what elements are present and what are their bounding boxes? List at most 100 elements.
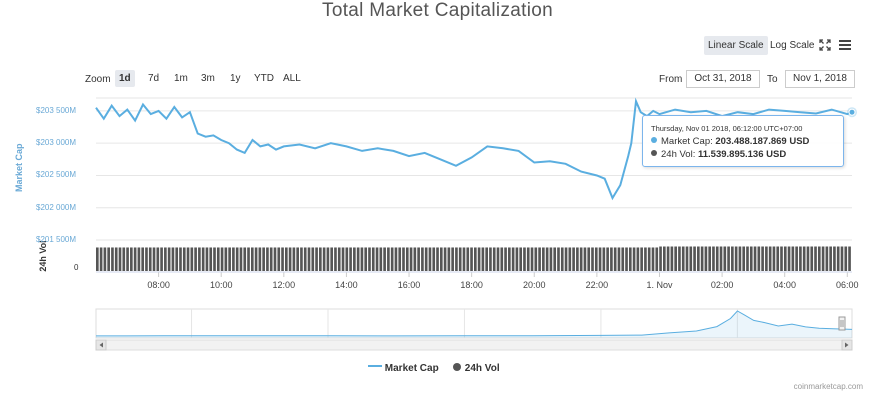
volume-bar [315,247,318,271]
x-tick-label: 02:00 [710,280,734,290]
volume-bar [247,247,250,271]
volume-bar [152,247,156,271]
volume-bar [447,247,451,271]
volume-bar [515,247,519,271]
volume-bar [829,246,832,271]
legend-item-market-cap[interactable]: Market Cap [368,362,439,374]
volume-bar [663,246,666,271]
legend-market-cap-label: Market Cap [384,363,439,374]
scrollbar-track[interactable] [95,339,853,351]
volume-bar [160,247,163,271]
zoom-button-all[interactable]: ALL [283,73,301,84]
volume-bar [300,247,303,271]
volume-bar [387,247,390,271]
zoom-button-1y[interactable]: 1y [230,73,241,84]
volume-bar [220,247,224,271]
zoom-button-3m[interactable]: 3m [201,73,215,84]
volume-bar [337,247,341,271]
zoom-button-ytd[interactable]: YTD [254,73,274,84]
volume-bar [114,247,118,271]
volume-bar [311,247,315,271]
volume-bar [666,246,670,271]
volume-bar [175,247,179,271]
linear-scale-button[interactable]: Linear Scale [704,36,768,55]
volume-bar [462,247,466,271]
volume-bar [757,246,761,271]
volume-bar [474,247,477,271]
volume-bar [738,246,742,271]
volume-bar [519,247,523,271]
navigator-handle[interactable] [838,316,846,331]
legend-line-icon [368,365,382,367]
volume-bar [825,246,829,271]
hamburger-menu-icon[interactable] [838,38,852,52]
volume-bar [198,247,201,271]
market-cap-series [95,97,857,201]
volume-bar [731,246,734,271]
volume-bar [99,247,103,271]
volume-bar [783,246,787,271]
volume-bar [492,247,496,271]
volume-bar [285,247,288,271]
volume-bar [432,247,436,271]
tooltip-market-cap-row: Market Cap: 203.488.187.869 USD [651,136,809,147]
to-date-input[interactable]: Nov 1, 2018 [785,70,855,88]
volume-bar [439,247,443,271]
volume-bar [368,247,371,271]
volume-bar [394,247,398,271]
volume-bar [549,247,553,271]
volume-bar [606,247,609,271]
volume-bar [213,247,216,271]
volume-bar [579,247,583,271]
volume-bar [719,246,723,271]
volume-bar [326,247,330,271]
volume-bar [194,247,197,271]
volume-bar [761,246,764,271]
tooltip-market-cap-value: 203.488.187.869 USD [715,136,810,147]
volume-bar [787,246,791,271]
volume-bar [224,247,228,271]
volume-bar [553,247,557,271]
volume-bar [405,247,409,271]
x-tick-label: 16:00 [397,280,421,290]
log-scale-button[interactable]: Log Scale [770,40,815,51]
volume-bar [292,247,296,271]
volume-bar [791,246,795,271]
volume-bar [345,247,349,271]
legend-dot-icon [453,363,461,371]
volume-bar [765,246,768,271]
volume-bar [216,247,220,271]
volume-bar [243,247,247,271]
zoom-button-1d[interactable]: 1d [115,70,135,87]
volume-bar [799,246,802,271]
volume-bar [780,246,783,271]
credit-link[interactable]: coinmarketcap.com [793,382,863,391]
volume-bar [776,246,780,271]
volume-bar [602,247,606,271]
volume-bar [742,246,746,271]
volume-bar [179,247,182,271]
zoom-button-1m[interactable]: 1m [174,73,188,84]
legend-item-vol[interactable]: 24h Vol [452,362,500,374]
volume-bar [678,246,681,271]
expand-icon[interactable] [818,38,832,52]
volume-bar [591,247,594,271]
from-date-input[interactable]: Oct 31, 2018 [686,70,760,88]
volume-bar [239,247,243,271]
volume-bar [353,247,356,271]
market-cap-dot-icon [651,137,657,143]
volume-bar [496,247,500,271]
tooltip-vol-label: 24h Vol: [661,149,696,160]
volume-bar [402,247,405,271]
volume-bar [806,246,810,271]
volume-bar [458,247,462,271]
volume-bar [598,247,602,271]
y-tick-label: $202 500M [36,170,77,180]
volume-bar [848,246,851,271]
volume-bar [685,246,689,271]
volume-bar [523,247,526,271]
volume-bar [489,247,492,271]
tooltip-vol-value: 11.539.895.136 USD [697,149,787,160]
zoom-button-7d[interactable]: 7d [148,73,160,84]
volume-bar [821,246,825,271]
